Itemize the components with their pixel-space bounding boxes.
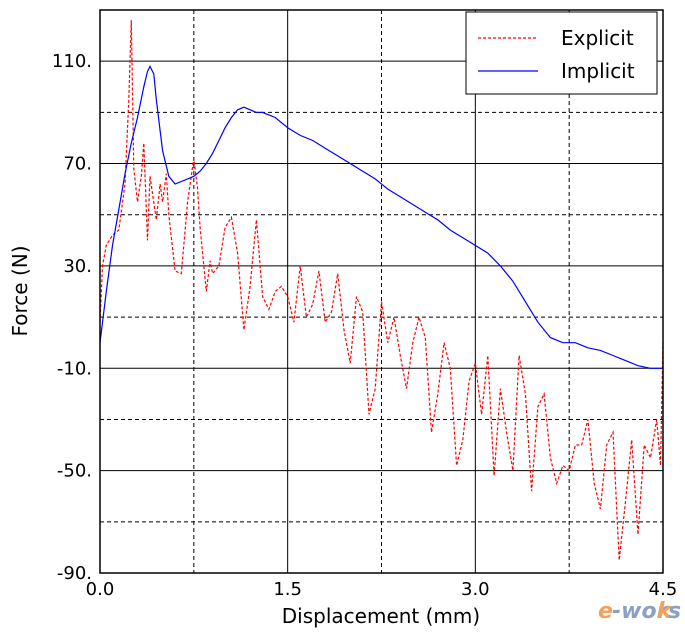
series-line-implicit <box>99 64 663 369</box>
y-tick-label: 30. <box>63 256 92 277</box>
svg-text:-wor: -wor <box>612 599 669 624</box>
plot-frame <box>99 9 664 574</box>
y-tick-label: 70. <box>63 154 92 175</box>
y-tick-label: -90. <box>57 563 92 584</box>
svg-text:e: e <box>598 599 613 624</box>
svg-text:k: k <box>657 599 673 624</box>
y-tick-label: -50. <box>57 461 92 482</box>
x-tick-label: 1.5 <box>273 579 302 600</box>
series-line-explicit <box>99 20 664 561</box>
y-tick-label: -10. <box>57 358 92 379</box>
legend-label-implicit: Implicit <box>561 59 635 83</box>
svg-text:s: s <box>668 599 681 624</box>
watermark-logo: e -wor k s <box>598 599 681 624</box>
x-axis-label: Displacement (mm) <box>282 604 480 628</box>
legend-label-explicit: Explicit <box>561 26 634 50</box>
x-tick-label: 0.0 <box>86 579 115 600</box>
tick-labels: 0.0 1.5 3.0 4.5 -90. -50. -10. 30. 70. 110. <box>52 51 677 600</box>
y-tick-label: 110. <box>52 51 92 72</box>
legend-box <box>465 11 658 95</box>
x-tick-label: 3.0 <box>461 579 490 600</box>
y-axis-label: Force (N) <box>8 245 32 336</box>
series-layer <box>99 20 664 561</box>
x-tick-label: 4.5 <box>649 579 678 600</box>
legend: Explicit Implicit <box>465 11 658 95</box>
